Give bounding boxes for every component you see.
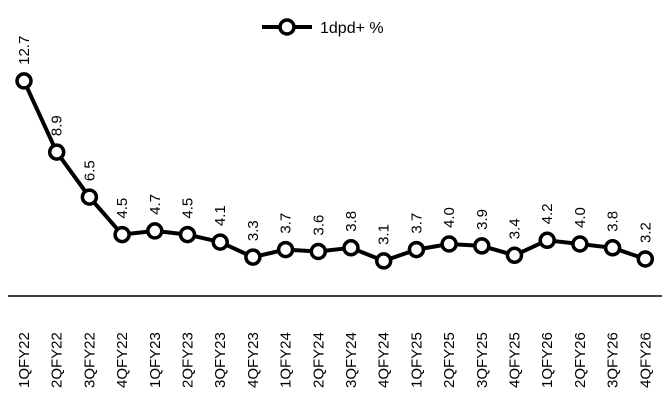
data-label: 3.9 bbox=[474, 209, 491, 230]
data-point-marker bbox=[15, 72, 33, 90]
x-tick-label: 2QFY23 bbox=[180, 332, 197, 388]
x-tick-label: 3QFY22 bbox=[81, 332, 98, 388]
data-point-marker bbox=[571, 235, 589, 253]
data-point-marker bbox=[440, 235, 458, 253]
data-label: 3.6 bbox=[310, 215, 327, 236]
x-tick-label: 4QFY22 bbox=[114, 332, 131, 388]
data-label: 3.8 bbox=[605, 211, 622, 232]
x-tick-label: 4QFY24 bbox=[376, 332, 393, 388]
data-point-marker bbox=[603, 239, 622, 257]
data-label: 4.5 bbox=[180, 198, 197, 219]
data-point-marker bbox=[211, 233, 229, 251]
data-label: 3.7 bbox=[278, 213, 295, 234]
data-point-marker bbox=[538, 231, 556, 250]
x-tick-label: 2QFY25 bbox=[441, 332, 458, 388]
plot-area: 12.7 1QFY22 8.9 2QFY22 6.5 3QFY22 4.5 4QFY22 4.7… bbox=[15, 36, 655, 388]
data-label: 3.8 bbox=[343, 211, 360, 232]
data-label: 4.1 bbox=[212, 205, 229, 226]
data-label: 6.5 bbox=[81, 160, 98, 181]
data-label: 4.2 bbox=[539, 203, 556, 224]
x-tick-label: 2QFY24 bbox=[310, 332, 327, 388]
data-label: 3.7 bbox=[408, 213, 425, 234]
x-tick-label: 4QFY23 bbox=[245, 332, 262, 388]
data-point-marker bbox=[80, 188, 99, 206]
x-tick-label: 1QFY25 bbox=[408, 332, 425, 388]
data-point-marker bbox=[309, 242, 328, 261]
data-point-marker bbox=[505, 246, 524, 265]
legend: 1dpd+ % bbox=[262, 18, 384, 37]
data-label: 4.0 bbox=[441, 207, 458, 228]
data-label: 3.2 bbox=[637, 222, 654, 243]
data-label: 4.5 bbox=[114, 198, 131, 219]
data-label: 8.9 bbox=[49, 115, 66, 136]
data-point-marker bbox=[473, 237, 491, 255]
x-tick-label: 3QFY26 bbox=[605, 332, 622, 388]
x-tick-label: 4QFY25 bbox=[507, 332, 524, 388]
data-point-marker bbox=[146, 222, 164, 240]
x-tick-label: 2QFY26 bbox=[572, 332, 589, 388]
data-label: 3.1 bbox=[376, 224, 393, 245]
legend-marker-swatch bbox=[278, 18, 296, 36]
legend-label: 1dpd+ % bbox=[320, 20, 384, 37]
data-label: 3.3 bbox=[245, 220, 262, 241]
data-label: 4.7 bbox=[147, 194, 164, 215]
x-tick-label: 4QFY26 bbox=[637, 332, 654, 388]
x-tick-label: 1QFY22 bbox=[16, 332, 33, 388]
data-point-marker bbox=[178, 225, 197, 244]
data-label: 3.4 bbox=[507, 218, 524, 239]
data-label: 4.0 bbox=[572, 207, 589, 228]
data-point-marker bbox=[47, 143, 66, 161]
data-point-marker bbox=[276, 240, 295, 259]
data-point-marker bbox=[636, 250, 655, 268]
x-tick-label: 3QFY23 bbox=[212, 332, 229, 388]
data-point-marker bbox=[407, 240, 426, 259]
x-tick-label: 3QFY24 bbox=[343, 332, 360, 388]
data-point-marker bbox=[244, 248, 262, 266]
data-point-marker bbox=[374, 252, 393, 270]
data-point-marker bbox=[113, 225, 131, 244]
x-tick-label: 2QFY22 bbox=[49, 332, 66, 388]
x-tick-label: 1QFY24 bbox=[278, 332, 295, 388]
data-point-marker bbox=[342, 239, 360, 257]
x-tick-label: 1QFY23 bbox=[147, 332, 164, 388]
x-tick-label: 1QFY26 bbox=[539, 332, 556, 388]
data-label: 12.7 bbox=[16, 36, 33, 65]
x-tick-label: 3QFY25 bbox=[474, 332, 491, 388]
